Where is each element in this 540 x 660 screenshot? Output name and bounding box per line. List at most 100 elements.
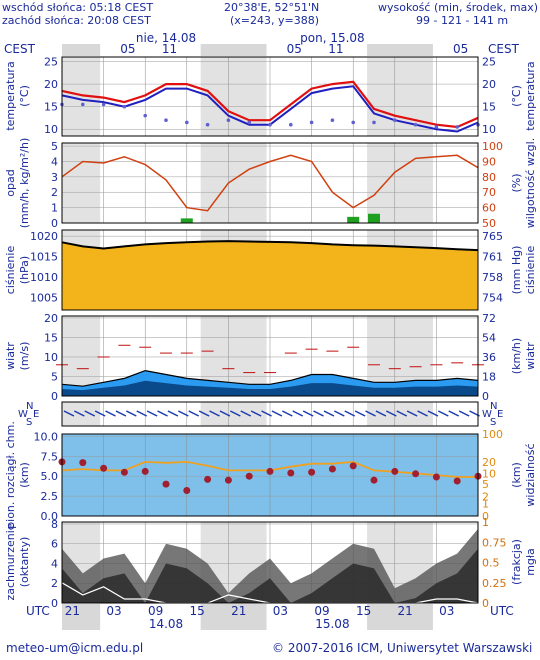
header-night-band (200, 44, 267, 56)
wind-direction-arrow (333, 410, 345, 417)
dew-point-dot (81, 102, 85, 107)
precip-left-label: opad (4, 169, 17, 196)
wind-direction-arrow (365, 410, 376, 417)
cloud-base-dot (453, 477, 461, 485)
wind-direction-arrow (115, 410, 127, 417)
left-tick-label: 10 (44, 351, 58, 364)
footer-night-band (367, 604, 433, 630)
cloud-base-dot (162, 480, 170, 488)
panel-border (61, 315, 479, 397)
right-tick-label: 765 (482, 230, 503, 243)
wind-line (61, 369, 479, 387)
top-date-label: pon, 15.08 (300, 31, 365, 45)
header-night-band (62, 44, 101, 56)
dew-point-dot (309, 120, 314, 125)
wind-direction-arrow (292, 410, 304, 417)
bottom-hour-label: 15 (190, 604, 205, 618)
wind-left-label: wiatr (4, 342, 17, 370)
visibility-left-label: pion. rozciągł. chm. (4, 421, 17, 529)
bottom-hour-label: 09 (314, 604, 329, 618)
wind-direction-arrow (375, 410, 387, 417)
wind-direction-arrow (198, 410, 210, 417)
header-night-band (367, 44, 433, 56)
top-date-label: nie, 14.08 (136, 31, 196, 45)
dew-point-dot (351, 120, 356, 125)
right-tick-label: 0.75 (482, 536, 507, 549)
precip-bar (180, 218, 193, 223)
visibility-left-unit: (km) (18, 462, 31, 488)
compass-s-label: S (26, 417, 32, 428)
sunset-text: zachód słońca: 20:08 CEST (2, 14, 151, 27)
panel-border (61, 401, 479, 427)
wind-left-unit: (m/s) (18, 342, 31, 371)
clouds-left-label: zachmurzenie (4, 523, 17, 600)
wind-direction-arrow (94, 410, 106, 417)
coordinates-text: 20°38'E, 52°51'N (224, 1, 320, 14)
right-tick-label: 80 (482, 171, 496, 184)
contact-email[interactable]: meteo-um@icm.edu.pl (6, 641, 144, 655)
left-tick-label: 10 (44, 123, 58, 136)
wind-direction-arrow (63, 410, 75, 417)
wind-direction-arrow (136, 410, 148, 417)
right-tick-label: 10 (482, 123, 496, 136)
right-tick-label: 10 (482, 467, 496, 480)
night-band (367, 57, 433, 136)
bottom-hour-label: 21 (65, 604, 80, 618)
panel-border (61, 229, 479, 311)
wind-direction-arrow (167, 410, 179, 417)
wind-direction-arrow (261, 410, 272, 417)
left-tick-label: 3 (51, 171, 58, 184)
dew-point-dot (268, 122, 272, 127)
right-tick-label: 50 (482, 217, 496, 230)
temperature-left-unit: (°C) (18, 85, 31, 107)
night-band (200, 57, 267, 136)
right-tick-label: 758 (482, 271, 503, 284)
visibility-right-label: widzialność (524, 443, 537, 506)
right-tick-label: 0 (482, 597, 489, 610)
compass-n-label: N (26, 401, 33, 412)
wind-direction-arrow (302, 410, 314, 417)
wind-direction-arrow (281, 410, 293, 417)
wind-direction-arrow (188, 410, 200, 417)
left-tick-label: 4 (51, 155, 58, 168)
dew-point-dot (413, 122, 418, 127)
compass-e-label: E (33, 409, 39, 420)
cloud-base-dot (120, 468, 128, 476)
right-tick-label: 72 (482, 312, 496, 325)
wind-direction-arrow (177, 410, 189, 417)
compass-s-label-right: S (490, 417, 496, 428)
cloud-base-dot (432, 473, 440, 481)
dew-point-dot (455, 125, 460, 129)
right-tick-label: 20 (482, 78, 496, 91)
top-hour-label: 11 (328, 42, 343, 56)
left-tick-label: 15 (44, 331, 58, 344)
cloud-base-dot (224, 476, 232, 484)
left-tick-label: 2.5 (41, 490, 59, 503)
panel-border (61, 521, 479, 604)
altitude-label: wysokość (min, środek, max) (378, 1, 539, 14)
left-tick-label: 1015 (30, 251, 58, 264)
right-tick-label: 761 (482, 251, 503, 264)
wind-direction-arrow (250, 410, 262, 417)
dew-point-dot (393, 118, 397, 122)
bottom-hour-label: 21 (398, 604, 413, 618)
wind-direction-arrow (458, 410, 470, 417)
wind-direction-arrow (209, 410, 220, 417)
precip-right-unit: (%) (510, 173, 523, 192)
pressure-right-unit: (mm Hg) (510, 246, 523, 295)
pressure-left-unit: (hPa) (18, 256, 31, 284)
right-tick-label: 90 (482, 155, 496, 168)
right-tick-label: 754 (482, 292, 503, 305)
footer-night-band (62, 604, 101, 630)
right-tick-label: 1 (482, 516, 489, 529)
wind-direction-arrow (427, 410, 439, 417)
pressure-left-label: ciśnienie (4, 246, 17, 295)
cloud-base-dot (245, 472, 253, 480)
left-tick-label: 5 (51, 140, 58, 153)
cloud-base-dot (266, 467, 274, 475)
wind-right-label: wiatr (524, 342, 537, 370)
left-tick-label: 20 (44, 312, 58, 325)
left-tick-label: 1005 (30, 292, 58, 305)
bottom-date-label: 15.08 (315, 617, 349, 631)
